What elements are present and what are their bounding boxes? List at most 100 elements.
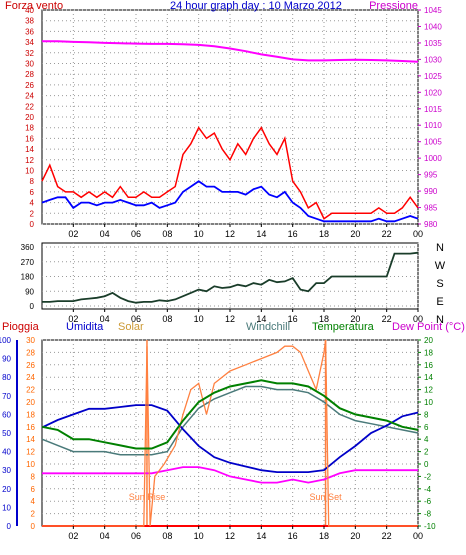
direction-y-tick-label: 180: [21, 273, 35, 282]
direction-y-tick-label: 0: [30, 302, 35, 311]
pressure-y-tick-label: 995: [424, 171, 438, 180]
wind-x-tick-label: 02: [68, 229, 78, 239]
wind-direction-grid: [42, 243, 419, 309]
wind-y-tick-label: 6: [30, 188, 35, 197]
weather-legend: Pioggia Umidita Solar Windchill Temperatura D…: [2, 321, 465, 333]
solar-y-tick-label: 16: [26, 423, 35, 432]
weather-x-tick-label: 22: [382, 531, 392, 541]
weather-x-tick-label: 08: [162, 531, 172, 541]
pressure-y-tick-label: 1020: [424, 88, 442, 97]
wind-direction-series-line: [42, 251, 419, 304]
pressure-y-tick-label: 1010: [424, 121, 442, 130]
direction-y-tick-label: 270: [21, 258, 35, 267]
solar-y-tick-label: 2: [31, 510, 36, 519]
wind-gust-series-line: [41, 126, 419, 220]
weather-x-tick-label: 06: [131, 531, 141, 541]
direction-x-tick-label: 18: [319, 314, 329, 324]
sun-marker-label: Sun Rise: [129, 492, 166, 502]
temperature-y-tick-label: -2: [424, 472, 432, 481]
solar-y-tick-label: 28: [26, 348, 35, 357]
solar-y-tick-label: 10: [26, 460, 35, 469]
solar-y-tick-label: 30: [26, 336, 35, 345]
humidity-y-tick-label: 20: [2, 485, 11, 494]
solar-y-tick-label: 26: [26, 361, 35, 370]
weather-x-tick-label: 20: [350, 531, 360, 541]
pressure-y-tick-label: 1015: [424, 105, 442, 114]
sun-marker-label: Sun Set: [310, 492, 343, 502]
pressure-y-tick-label: 985: [424, 204, 438, 213]
wind-y-tick-label: 20: [25, 113, 34, 122]
direction-x-tick-label: 08: [162, 314, 172, 324]
temperature-y-tick-label: 20: [424, 336, 433, 345]
legend-humidity: Umidita: [66, 321, 104, 333]
direction-x-tick-label: 00: [413, 314, 423, 324]
temperature-y-tick-label: 12: [424, 386, 433, 395]
weather-x-tick-label: 12: [225, 531, 235, 541]
temperature-y-tick-label: -10: [424, 522, 436, 531]
humidity-y-tick-label: 0: [7, 522, 12, 531]
temperature-y-tick-label: 6: [424, 423, 429, 432]
legend-windchill: Windchill: [246, 321, 290, 333]
compass-label: S: [436, 278, 443, 290]
wind-y-tick-label: 0: [30, 220, 35, 229]
windchill-series-line: [41, 385, 419, 456]
solar-y-tick-label: 6: [31, 485, 36, 494]
wind-pressure-panel: 0246810121416182022242628303234363840980…: [5, 0, 442, 239]
weather-x-tick-label: 02: [68, 531, 78, 541]
wind-pressure-series: [41, 40, 419, 223]
humidity-series-line: [41, 404, 419, 474]
compass-label: E: [436, 296, 443, 308]
direction-y-tick-label: 360: [21, 243, 35, 252]
direction-x-tick-label: 22: [382, 314, 392, 324]
humidity-y-tick-label: 30: [2, 466, 11, 475]
pressure-y-tick-label: 990: [424, 187, 438, 196]
temperature-y-tick-label: -8: [424, 510, 432, 519]
wind-x-tick-label: 00: [413, 229, 423, 239]
wind-axis-label: Forza vento: [5, 0, 63, 12]
wind-y-tick-label: 14: [25, 145, 34, 154]
compass-label: N: [436, 314, 444, 326]
humidity-y-tick-label: 90: [2, 355, 11, 364]
weather-x-tick-label: 16: [288, 531, 298, 541]
legend-rain: Pioggia: [2, 321, 40, 333]
wind-y-tick-label: 30: [25, 60, 34, 69]
humidity-y-tick-label: 40: [2, 448, 11, 457]
weather-x-tick-label: 04: [100, 531, 110, 541]
wind-x-tick-label: 18: [319, 229, 329, 239]
page-title: 24 hour graph day : 10 Marzo 2012: [170, 0, 342, 12]
direction-x-tick-label: 16: [288, 314, 298, 324]
pressure-series-line: [42, 40, 419, 63]
direction-x-tick-label: 02: [68, 314, 78, 324]
wind-x-tick-label: 22: [382, 229, 392, 239]
wind-y-tick-label: 2: [30, 209, 35, 218]
wind-y-tick-label: 18: [25, 124, 34, 133]
direction-x-tick-label: 04: [100, 314, 110, 324]
pressure-y-tick-label: 1005: [424, 138, 442, 147]
legend-dewpoint: Dew Point (°C): [392, 321, 465, 333]
solar-y-tick-label: 22: [26, 386, 35, 395]
temperature-y-tick-label: 2: [424, 448, 429, 457]
wind-pressure-axes: 0246810121416182022242628303234363840980…: [25, 6, 442, 239]
temperature-series-line: [41, 379, 419, 450]
wind-x-tick-label: 06: [131, 229, 141, 239]
weather-x-tick-label: 00: [413, 531, 423, 541]
wind-y-tick-label: 4: [30, 199, 35, 208]
direction-x-tick-label: 14: [256, 314, 266, 324]
humidity-y-tick-label: 80: [2, 373, 11, 382]
wind-y-tick-label: 36: [25, 27, 34, 36]
temperature-y-tick-label: -4: [424, 485, 432, 494]
humidity-y-tick-label: 100: [0, 336, 12, 345]
wind-y-tick-label: 8: [30, 177, 35, 186]
weather-x-tick-label: 10: [194, 531, 204, 541]
wind-y-tick-label: 10: [25, 167, 34, 176]
pressure-y-tick-label: 1000: [424, 154, 442, 163]
legend-temperature: Temperatura: [312, 321, 375, 333]
solar-y-tick-label: 20: [26, 398, 35, 407]
solar-y-tick-label: 0: [31, 522, 36, 531]
humidity-y-tick-label: 70: [2, 392, 11, 401]
pressure-y-tick-label: 1040: [424, 22, 442, 31]
